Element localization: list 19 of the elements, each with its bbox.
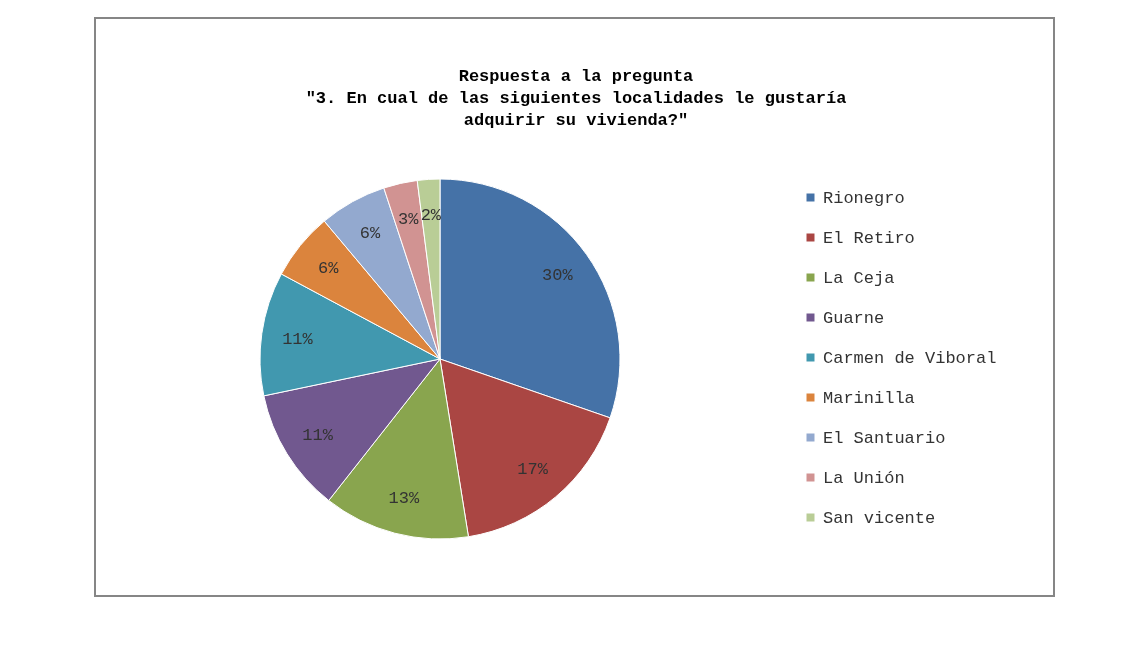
legend-label: La Unión — [823, 468, 905, 488]
legend-label: El Santuario — [823, 428, 946, 448]
data-label: 2% — [420, 206, 442, 226]
data-label: 30% — [541, 266, 574, 286]
data-label: 11% — [282, 329, 314, 349]
legend-label: El Retiro — [823, 228, 915, 248]
legend-label: San vicente — [823, 508, 936, 528]
data-label: 6% — [359, 224, 381, 244]
data-label: 11% — [302, 425, 334, 445]
data-label: 3% — [398, 209, 420, 229]
data-label: 17% — [517, 460, 549, 480]
legend-label: La Ceja — [823, 268, 895, 288]
legend-label: Marinilla — [823, 388, 915, 408]
legend-label: Guarne — [823, 308, 885, 328]
data-label: 13% — [388, 489, 420, 509]
data-label: 6% — [318, 259, 340, 279]
legend-label: Carmen de Viboral — [823, 348, 997, 368]
chart-title: Respuesta a la pregunta "3. En cual de las siguientes localidades le gustaría adquirir su vivienda?" — [305, 67, 847, 130]
legend-label: Rionegro — [823, 188, 905, 208]
